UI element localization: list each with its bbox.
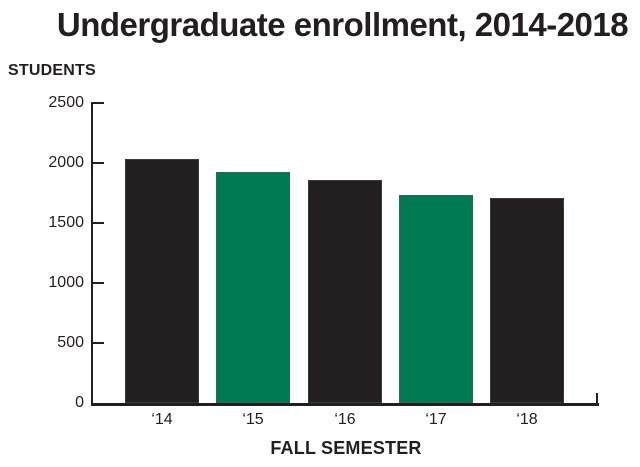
bar-16	[308, 180, 382, 403]
bar-17	[399, 195, 473, 403]
ytick-label-1000: 1000	[48, 274, 84, 291]
bar-18	[490, 198, 564, 403]
y-axis-title: STUDENTS	[8, 62, 96, 79]
ytick-mark-500	[91, 342, 104, 344]
ytick-label-2500: 2500	[48, 94, 84, 111]
chart-title: Undergraduate enrollment, 2014-2018	[56, 6, 629, 43]
ytick-mark-1500	[91, 222, 104, 224]
ytick-mark-1000	[91, 282, 104, 284]
xtick-label-14: ‘14	[151, 411, 173, 428]
xtick-label-16: ‘16	[334, 411, 356, 428]
x-axis-line	[91, 403, 599, 406]
ytick-label-500: 500	[57, 334, 84, 351]
y-axis-line	[91, 103, 93, 406]
ytick-label-0: 0	[75, 394, 84, 411]
xtick-label-17: ‘17	[425, 411, 447, 428]
xtick-label-18: ‘18	[516, 411, 538, 428]
ytick-mark-2500	[91, 102, 104, 104]
bar-14	[125, 159, 199, 403]
ytick-label-1500: 1500	[48, 214, 84, 231]
axis-end-tick	[596, 393, 598, 405]
x-axis-title: FALL SEMESTER	[270, 438, 422, 458]
ytick-mark-2000	[91, 162, 104, 164]
ytick-label-2000: 2000	[48, 154, 84, 171]
xtick-label-15: ‘15	[242, 411, 264, 428]
bar-15	[216, 172, 290, 403]
